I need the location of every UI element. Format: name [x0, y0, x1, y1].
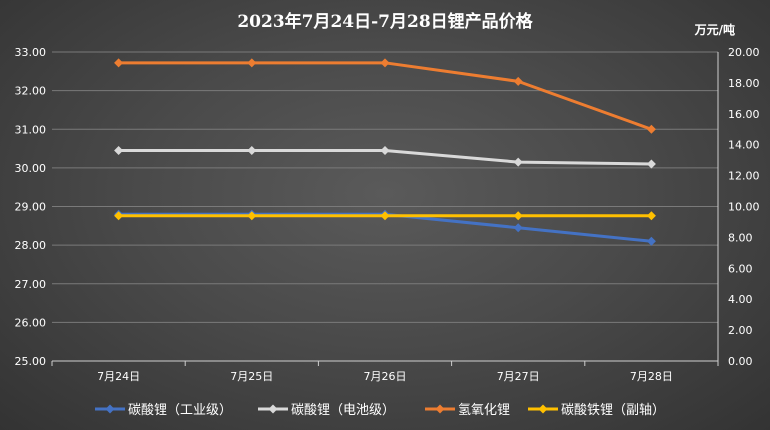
left-tick-label: 33.00 [15, 46, 47, 59]
data-point [513, 76, 523, 86]
data-point [646, 159, 656, 169]
right-tick-label: 10.00 [728, 201, 760, 214]
left-tick-label: 26.00 [15, 316, 47, 329]
right-tick-label: 12.00 [728, 170, 760, 183]
data-point [114, 58, 124, 68]
data-point [380, 145, 390, 155]
x-tick-label: 7月27日 [497, 370, 540, 383]
legend-marker [268, 404, 278, 414]
data-point [646, 236, 656, 246]
legend-label: 碳酸铁锂（副轴） [561, 403, 665, 418]
x-tick-label: 7月28日 [630, 370, 673, 383]
data-point [380, 211, 390, 221]
legend-label: 碳酸锂（电池级） [291, 403, 395, 418]
right-tick-label: 20.00 [728, 46, 760, 59]
right-tick-label: 16.00 [728, 108, 760, 121]
left-tick-label: 31.00 [15, 123, 47, 136]
legend-marker [538, 404, 548, 414]
left-tick-label: 28.00 [15, 239, 47, 252]
right-tick-label: 8.00 [728, 231, 753, 244]
data-point [513, 223, 523, 233]
chart-title: 2023年7月24日-7月28日锂产品价格 [237, 11, 533, 32]
legend: 碳酸锂（工业级） 碳酸锂（电池级） 氢氧化锂 碳酸铁锂（副轴） [95, 403, 665, 418]
right-axis: 0.00 2.00 4.00 6.00 8.00 10.00 12.00 14.00 16.00… [717, 46, 760, 368]
data-point [513, 211, 523, 221]
data-point [114, 211, 124, 221]
data-point [513, 157, 523, 167]
right-tick-label: 4.00 [728, 293, 753, 306]
series-group [114, 58, 656, 246]
left-tick-label: 27.00 [15, 278, 47, 291]
data-point [114, 145, 124, 155]
legend-marker [435, 404, 445, 414]
x-tick-label: 7月24日 [97, 370, 140, 383]
x-axis: 7月24日 7月25日 7月26日 7月27日 7月28日 [51, 360, 719, 383]
data-point [646, 124, 656, 134]
right-axis-unit: 万元/吨 [694, 22, 735, 37]
data-point [247, 211, 257, 221]
gridlines [52, 51, 718, 362]
right-tick-label: 14.00 [728, 139, 760, 152]
data-point [646, 211, 656, 221]
right-tick-label: 2.00 [728, 324, 753, 337]
data-point [247, 58, 257, 68]
legend-marker [105, 404, 115, 414]
legend-label: 氢氧化锂 [458, 403, 510, 418]
x-tick-label: 7月25日 [230, 370, 273, 383]
left-tick-label: 25.00 [15, 355, 47, 368]
left-tick-label: 30.00 [15, 162, 47, 175]
left-tick-label: 29.00 [15, 201, 47, 214]
x-tick-label: 7月26日 [364, 370, 407, 383]
right-tick-label: 0.00 [728, 355, 753, 368]
right-tick-label: 18.00 [728, 77, 760, 90]
right-tick-label: 6.00 [728, 262, 753, 275]
left-tick-label: 32.00 [15, 85, 47, 98]
left-axis: 25.00 26.00 27.00 28.00 29.00 30.00 31.00 32.00… [15, 46, 47, 368]
series-line [118, 61, 652, 131]
legend-label: 碳酸锂（工业级） [128, 403, 232, 418]
data-point [247, 145, 257, 155]
data-point [380, 58, 390, 68]
